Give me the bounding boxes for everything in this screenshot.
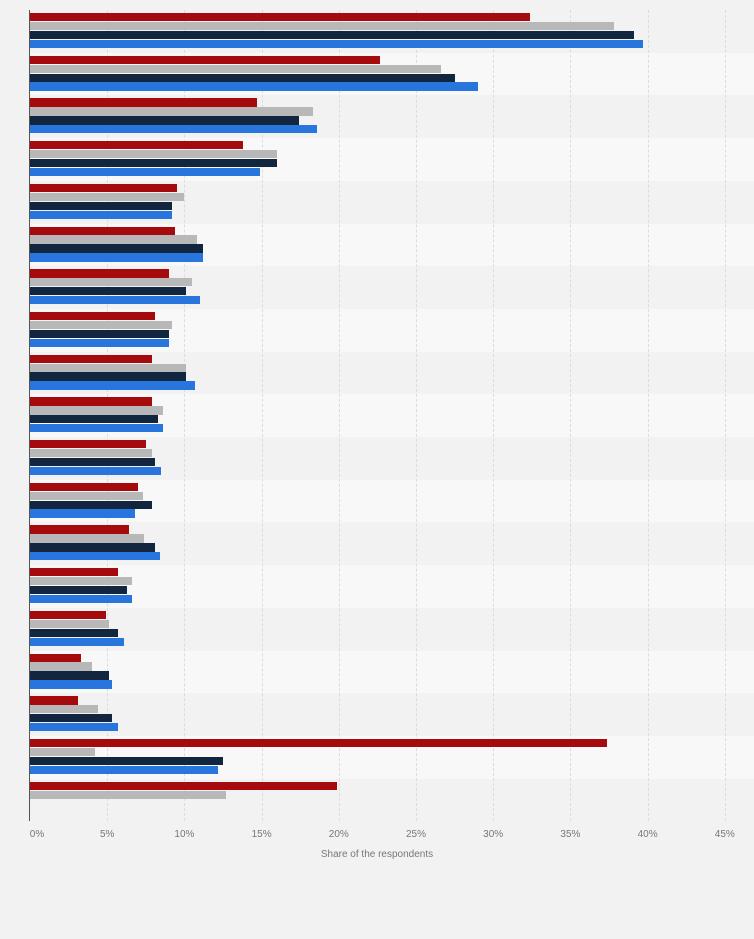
gridline xyxy=(493,10,495,821)
bar[interactable] xyxy=(30,381,196,390)
bar[interactable] xyxy=(30,226,176,235)
x-tick-label: 40% xyxy=(637,829,658,840)
bar[interactable] xyxy=(30,415,159,424)
bar[interactable] xyxy=(30,141,244,150)
bar[interactable] xyxy=(30,662,92,671)
bar[interactable] xyxy=(30,13,531,22)
bar[interactable] xyxy=(30,552,160,561)
bar[interactable] xyxy=(30,637,125,646)
bar[interactable] xyxy=(30,201,173,210)
row-band xyxy=(30,607,754,651)
x-tick-label: 35% xyxy=(560,829,581,840)
bar[interactable] xyxy=(30,235,197,244)
bar[interactable] xyxy=(30,525,129,534)
bar[interactable] xyxy=(30,424,163,433)
bar[interactable] xyxy=(30,568,118,577)
bar[interactable] xyxy=(30,397,152,406)
bar[interactable] xyxy=(30,509,135,518)
x-tick-label: 10% xyxy=(174,829,195,840)
bar[interactable] xyxy=(30,311,156,321)
bar[interactable] xyxy=(30,253,203,262)
bar[interactable] xyxy=(30,363,186,372)
bar[interactable] xyxy=(30,543,156,552)
bar[interactable] xyxy=(30,338,169,347)
bar[interactable] xyxy=(30,150,278,159)
bar[interactable] xyxy=(30,653,81,662)
bar[interactable] xyxy=(30,671,109,680)
bar[interactable] xyxy=(30,448,152,458)
gridline xyxy=(570,10,572,821)
bar[interactable] xyxy=(30,354,152,363)
bar[interactable] xyxy=(30,628,118,637)
bar[interactable] xyxy=(30,30,634,40)
x-tick-label: 0% xyxy=(29,829,45,840)
bar[interactable] xyxy=(30,790,227,799)
gridline xyxy=(647,10,649,821)
x-tick-label: 25% xyxy=(405,829,427,840)
bar[interactable] xyxy=(30,287,186,296)
bar[interactable] xyxy=(30,372,186,381)
bar[interactable] xyxy=(30,210,173,219)
bar[interactable] xyxy=(30,39,643,49)
bar[interactable] xyxy=(30,781,338,790)
row-band xyxy=(30,650,754,694)
bar[interactable] xyxy=(30,457,156,467)
gridline xyxy=(724,10,726,821)
row-band xyxy=(30,693,754,736)
bar[interactable] xyxy=(30,107,313,116)
bar[interactable] xyxy=(30,269,169,278)
bar[interactable] xyxy=(30,491,143,500)
bar[interactable] xyxy=(30,406,163,415)
row-band xyxy=(30,565,754,608)
bar[interactable] xyxy=(30,55,381,65)
bar[interactable] xyxy=(30,158,278,168)
bar[interactable] xyxy=(30,756,223,766)
gridline xyxy=(338,10,340,821)
x-tick-label: 20% xyxy=(328,829,349,840)
x-tick-label: 30% xyxy=(483,829,504,840)
bar[interactable] xyxy=(30,116,299,125)
bar[interactable] xyxy=(30,577,132,586)
bar[interactable] xyxy=(30,82,478,91)
bar[interactable] xyxy=(30,329,169,339)
y-axis-line xyxy=(29,10,30,821)
gridline xyxy=(184,10,186,821)
bar[interactable] xyxy=(30,610,106,620)
bar[interactable] xyxy=(30,594,132,604)
gridline xyxy=(416,10,417,821)
bar[interactable] xyxy=(30,466,162,476)
bar[interactable] xyxy=(30,500,152,509)
bar[interactable] xyxy=(30,21,614,31)
x-tick-label: 15% xyxy=(251,829,272,840)
bar[interactable] xyxy=(30,738,608,748)
bar[interactable] xyxy=(30,765,219,774)
bar[interactable] xyxy=(30,192,185,202)
bar[interactable] xyxy=(30,482,139,492)
bar[interactable] xyxy=(30,98,257,107)
bar[interactable] xyxy=(30,278,193,287)
bar[interactable] xyxy=(30,244,203,253)
x-axis-label: Share of the respondents xyxy=(320,849,434,860)
bar[interactable] xyxy=(30,534,145,543)
bar[interactable] xyxy=(30,183,177,193)
bar[interactable] xyxy=(30,320,173,330)
bar[interactable] xyxy=(30,705,98,714)
bar[interactable] xyxy=(30,64,441,73)
bar[interactable] xyxy=(30,440,146,449)
gridline xyxy=(261,10,263,821)
bar[interactable] xyxy=(30,125,318,134)
bar[interactable] xyxy=(30,747,95,757)
bar[interactable] xyxy=(30,722,118,732)
bar[interactable] xyxy=(30,680,112,689)
bar[interactable] xyxy=(30,167,261,177)
bar[interactable] xyxy=(30,73,455,82)
bar[interactable] xyxy=(30,696,78,705)
bar[interactable] xyxy=(30,714,112,723)
bar[interactable] xyxy=(30,295,200,305)
x-tick-label: 45% xyxy=(714,829,735,840)
x-tick-label: 5% xyxy=(99,829,115,840)
bar[interactable] xyxy=(30,619,109,629)
bar[interactable] xyxy=(30,585,128,595)
